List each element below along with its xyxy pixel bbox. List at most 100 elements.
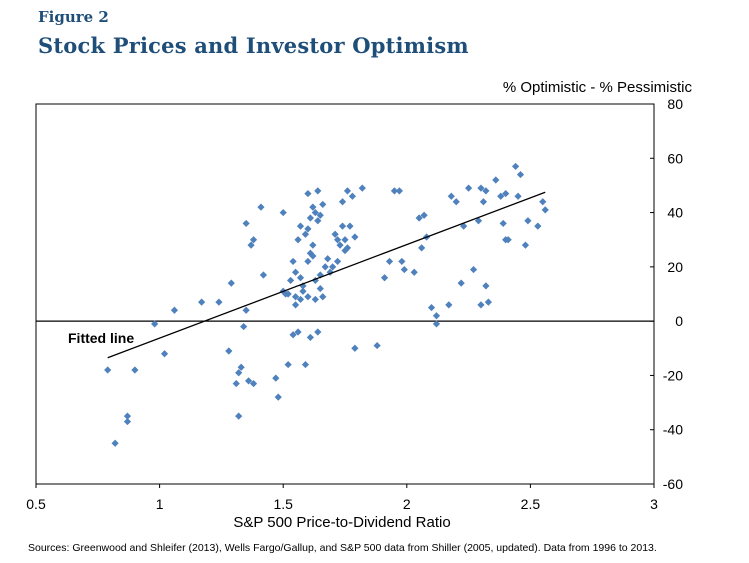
data-point — [316, 284, 324, 293]
data-point — [524, 217, 532, 225]
data-point — [306, 333, 314, 342]
data-point — [311, 295, 319, 304]
x-tick-label: 3 — [650, 496, 658, 512]
data-point — [415, 214, 423, 222]
y-tick-label: 20 — [667, 259, 683, 275]
data-point — [482, 187, 490, 195]
data-point — [306, 214, 314, 222]
data-point — [333, 236, 342, 244]
data-point — [511, 162, 520, 171]
data-point — [272, 374, 280, 382]
data-point — [541, 206, 549, 214]
data-point — [351, 344, 359, 352]
data-point — [492, 176, 500, 184]
data-point — [160, 350, 169, 358]
data-point — [465, 184, 473, 192]
data-point — [314, 328, 322, 336]
data-point — [331, 230, 339, 238]
data-point — [235, 369, 243, 377]
data-point — [279, 208, 287, 217]
y-tick-label: -60 — [663, 476, 683, 492]
data-point — [534, 222, 542, 230]
data-point — [301, 360, 310, 369]
data-point — [291, 293, 300, 301]
data-point — [314, 217, 322, 225]
data-point — [235, 412, 243, 420]
data-point — [259, 271, 268, 279]
data-point — [170, 306, 179, 314]
data-point — [333, 257, 342, 266]
data-point — [341, 236, 349, 244]
data-point — [291, 301, 300, 309]
data-point — [198, 298, 206, 306]
data-point — [420, 211, 428, 219]
data-point — [373, 341, 381, 350]
data-point — [296, 295, 305, 304]
data-point — [521, 241, 530, 249]
data-point — [319, 200, 327, 209]
data-point — [306, 249, 314, 257]
data-point — [151, 320, 159, 328]
data-point — [289, 331, 297, 339]
data-point — [329, 263, 337, 271]
data-point — [321, 263, 329, 271]
y-tick-label: -40 — [663, 422, 683, 438]
data-point — [309, 203, 317, 211]
data-point — [398, 257, 406, 266]
data-point — [304, 225, 312, 233]
data-point — [338, 222, 347, 230]
y-axis-title: % Optimistic - % Pessimistic — [503, 79, 693, 96]
data-point — [244, 377, 253, 385]
source-note: Sources: Greenwood and Shleifer (2013), … — [28, 542, 657, 554]
data-point — [304, 189, 312, 198]
data-point — [447, 192, 455, 200]
data-point — [358, 184, 366, 192]
data-point — [299, 282, 307, 290]
figure-label: Figure 2 — [38, 8, 109, 26]
data-point — [499, 219, 507, 228]
data-point — [111, 439, 119, 447]
data-point — [539, 198, 547, 206]
data-point — [502, 189, 510, 198]
data-point — [469, 265, 478, 274]
x-axis: 0.5 1 1.5 2 2.5 3 — [26, 484, 658, 512]
data-point — [324, 255, 332, 263]
data-points — [104, 162, 549, 447]
data-point — [227, 279, 235, 287]
y-tick-label: 40 — [667, 205, 683, 221]
data-point — [351, 233, 359, 241]
data-point — [452, 198, 460, 206]
data-point — [514, 192, 522, 200]
x-axis-title: S&P 500 Price-to-Dividend Ratio — [233, 514, 450, 531]
data-point — [474, 217, 483, 225]
data-point — [338, 198, 347, 206]
data-point — [242, 306, 250, 314]
data-point — [104, 366, 112, 374]
data-point — [247, 241, 255, 249]
data-point — [346, 222, 354, 230]
data-point — [316, 211, 324, 219]
data-point — [299, 287, 307, 295]
plot-frame — [35, 103, 655, 485]
data-point — [319, 293, 327, 301]
data-point — [479, 198, 488, 206]
data-point — [497, 192, 505, 200]
data-point — [484, 298, 492, 306]
data-point — [395, 187, 403, 195]
data-point — [289, 257, 297, 266]
y-tick-label: 80 — [667, 96, 683, 112]
data-point — [445, 301, 453, 309]
data-point — [284, 290, 292, 298]
data-point — [385, 257, 394, 266]
data-point — [309, 252, 317, 260]
data-point — [418, 244, 426, 252]
x-tick-label: 1.5 — [273, 496, 293, 512]
data-point — [482, 282, 490, 290]
data-point — [400, 265, 408, 274]
data-point — [457, 279, 465, 287]
y-tick-label: 0 — [675, 313, 683, 329]
data-point — [410, 268, 418, 276]
data-point — [380, 274, 389, 282]
data-point — [336, 241, 344, 249]
data-point — [274, 393, 282, 401]
